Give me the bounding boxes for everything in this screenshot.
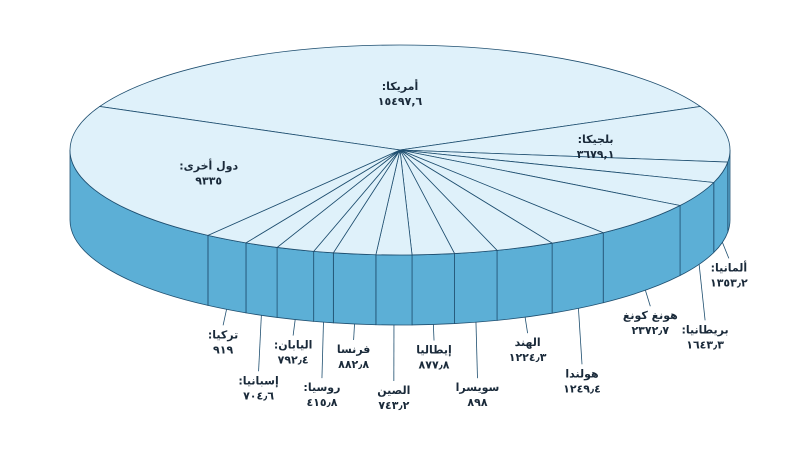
slice — [69, 106, 402, 236]
leader-line — [578, 308, 583, 365]
slice-side — [411, 253, 455, 326]
slice — [399, 106, 731, 163]
slice-label: الصين — [377, 384, 410, 397]
slice-label: هولندا — [565, 367, 598, 380]
value-label: ١٢٢٤٫٣ — [509, 351, 547, 364]
value-label: ١٦٤٣٫٣ — [686, 338, 724, 351]
slice-side — [313, 250, 334, 324]
slice-label: بريطانيا: — [682, 323, 729, 336]
slice-label: تركيا: — [208, 328, 238, 341]
value-label: ٤١٥٫٨ — [306, 396, 337, 409]
slice-label: إسبانيا: — [238, 374, 278, 387]
slice-side — [332, 252, 377, 326]
leader-line — [222, 309, 227, 326]
slice-label: روسيا: — [303, 381, 340, 394]
slice-side — [375, 254, 413, 326]
leader-line — [321, 322, 324, 379]
value-label: ٩٣٣٥ — [195, 174, 222, 187]
slice-side — [245, 242, 278, 318]
slice-label: سويسرا — [456, 381, 500, 394]
slice-label: إيطاليا — [416, 343, 452, 356]
slice-label: اليابان: — [274, 339, 313, 352]
slice-side — [496, 242, 553, 321]
leader-line — [258, 315, 262, 372]
slice-label: هونغ كونغ — [623, 309, 678, 322]
slice-label: بلجيكا: — [578, 133, 614, 146]
value-label: ٧٠٤٫٦ — [243, 389, 274, 402]
value-label: ١٢٤٩٫٤ — [563, 382, 601, 395]
value-label: ٨٨٢٫٨ — [338, 358, 369, 371]
value-label: ٧٩٢٫٤ — [278, 354, 309, 367]
value-label: ٣٦٧٩,١ — [577, 148, 615, 161]
value-label: ٧٤٣٫٢ — [378, 399, 409, 412]
slice-label: دول أخرى: — [179, 158, 238, 172]
slice-label: أمريكا: — [382, 79, 418, 93]
value-label: ١٣٥٣٫٢ — [710, 276, 748, 289]
slice-side — [207, 234, 247, 314]
slice-side — [551, 232, 604, 314]
value-label: ١٥٤٩٧,٦ — [378, 95, 423, 108]
slice-label: فرنسا — [337, 343, 371, 356]
slice-side — [276, 246, 315, 322]
value-label: ٨٧٧٫٨ — [419, 358, 450, 371]
value-label: ٢٣٧٢٫٧ — [631, 324, 669, 337]
leader-line — [475, 322, 478, 379]
slice — [98, 44, 702, 151]
leader-line — [722, 242, 730, 259]
value-label: ٩١٩ — [213, 343, 233, 356]
leader-line — [645, 290, 651, 307]
value-label: ٨٩٨ — [467, 396, 487, 409]
slice-label: الهند — [515, 336, 541, 349]
leader-line — [698, 264, 706, 321]
leader-line — [292, 319, 296, 336]
slice-label: ألمانيا: — [711, 260, 748, 274]
leader-line — [432, 324, 435, 341]
leader-line — [524, 317, 528, 334]
slice-side — [454, 249, 498, 324]
leader-line — [353, 323, 355, 341]
